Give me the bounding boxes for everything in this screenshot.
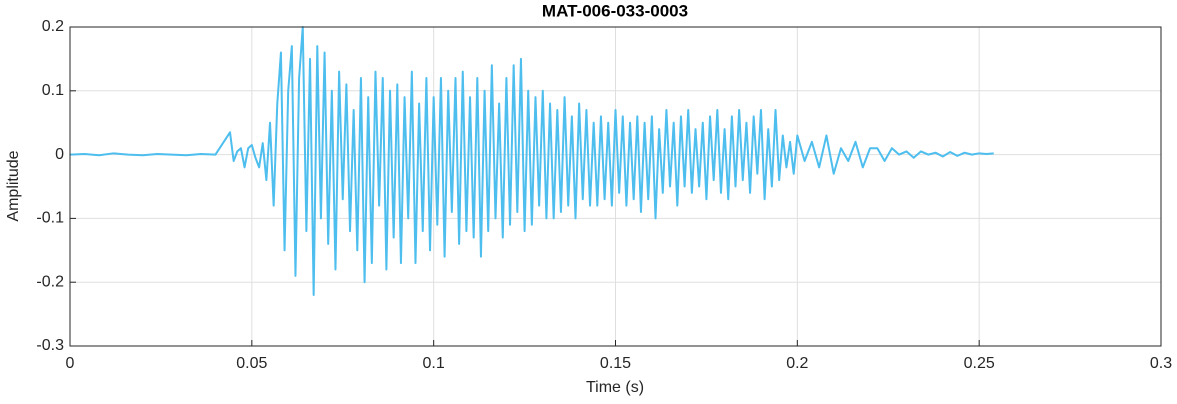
axes-box	[69, 26, 1162, 347]
x-axis-label: Time (s)	[586, 379, 644, 396]
x-tick-label: 0.1	[423, 355, 445, 372]
waveform-line	[69, 26, 994, 296]
y-tick-label: 0.1	[42, 82, 64, 99]
chart-title: MAT-006-033-0003	[542, 1, 688, 20]
y-tick-label: -0.3	[36, 337, 64, 354]
y-tick-label: -0.1	[36, 210, 64, 227]
y-tick-label: -0.2	[36, 273, 64, 290]
x-tick-label: 0	[66, 355, 75, 372]
y-tick-label: 0.2	[42, 18, 64, 35]
x-tick-label: 0.05	[236, 355, 267, 372]
x-tick-label: 0.15	[600, 355, 631, 372]
x-tick-label: 0.25	[964, 355, 995, 372]
y-axis-label: Amplitude	[5, 150, 22, 221]
y-tick-label: 0	[55, 146, 64, 163]
x-tick-label: 0.3	[1150, 355, 1172, 372]
x-tick-label: 0.2	[786, 355, 808, 372]
